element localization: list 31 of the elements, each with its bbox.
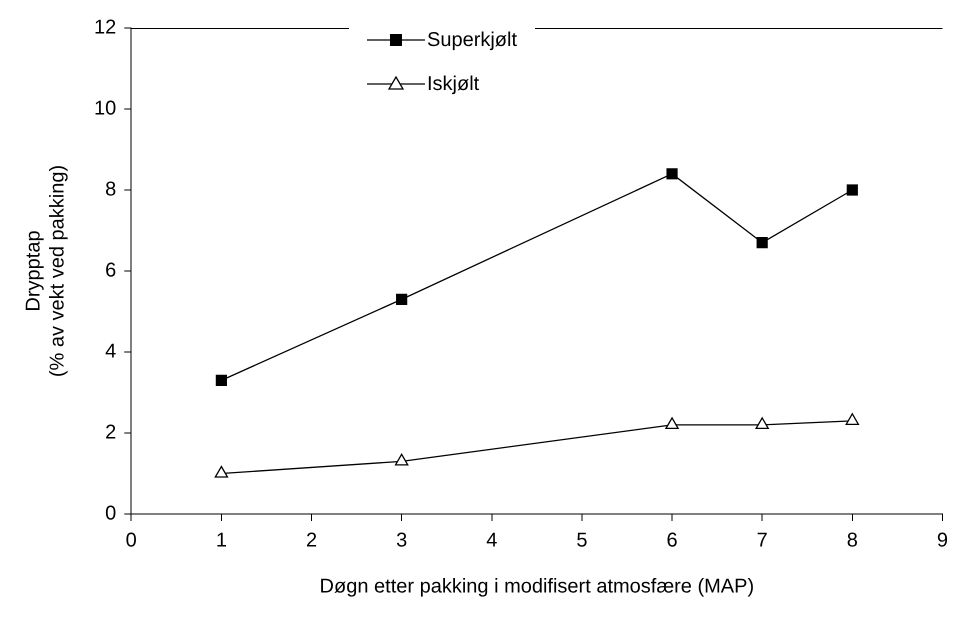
point	[665, 417, 679, 430]
y-tick-label: 0	[105, 502, 116, 525]
y-tick-label: 8	[105, 178, 116, 201]
x-tick-label: 9	[936, 530, 948, 552]
point	[394, 454, 408, 466]
x-tick-label: 1	[216, 530, 227, 552]
point	[846, 184, 858, 196]
legend-label: Superkjølt	[426, 28, 518, 52]
y-tick-label: 12	[94, 16, 116, 39]
y-axis-title: Drypptap (% av vekt ved pakking)	[22, 164, 69, 378]
x-tick-label: 5	[576, 530, 588, 552]
point	[756, 237, 768, 248]
point	[216, 374, 227, 386]
point	[666, 168, 678, 180]
point	[846, 413, 860, 425]
x-tick-label: 6	[666, 530, 678, 552]
y-tick-label: 6	[105, 260, 116, 282]
point	[396, 294, 408, 305]
x-tick-label: 3	[396, 530, 408, 552]
y-tick-label: 2	[105, 422, 116, 444]
y-tick-label: 10	[94, 98, 116, 120]
point	[214, 466, 228, 478]
point	[755, 417, 769, 430]
x-tick-label: 8	[846, 530, 858, 552]
y-tick-label: 4	[105, 340, 116, 363]
x-tick-label: 4	[486, 530, 498, 552]
x-tick-label: 2	[306, 530, 318, 552]
legend-label: Iskjølt	[426, 72, 480, 96]
x-tick-label: 7	[756, 530, 768, 552]
x-tick-label: 0	[126, 530, 137, 552]
x-axis-title: Døgn etter pakking i modifisert atmosfære (MAP)	[320, 576, 754, 598]
